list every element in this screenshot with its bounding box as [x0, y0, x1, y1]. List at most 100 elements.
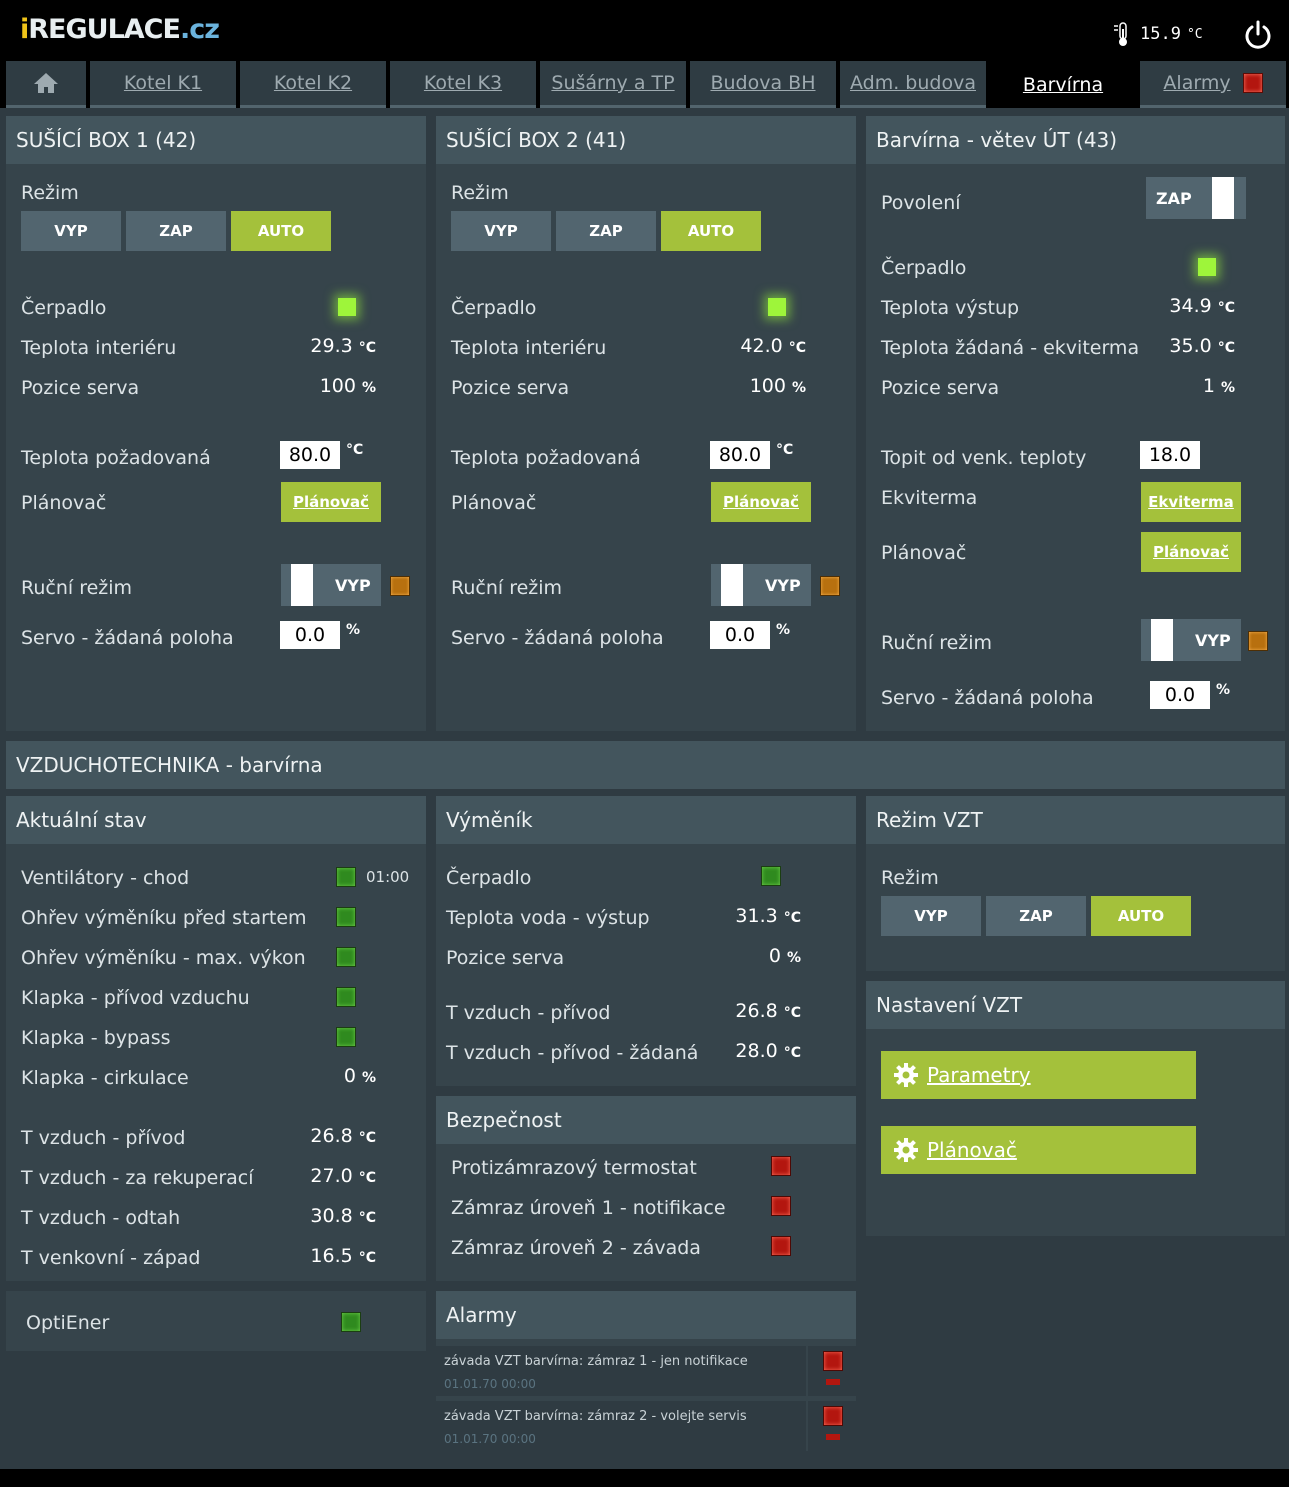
heat-from-label: Topit od venk. teploty: [881, 447, 1087, 469]
alarm-led: [823, 1351, 843, 1371]
panel-exchanger: Výměník Čerpadlo Teplota voda - výstup 3…: [436, 796, 856, 1086]
toggle-knob: [291, 564, 313, 606]
temp-interior-value: 42.0 °C: [740, 335, 806, 357]
temp-required-input[interactable]: 80.0: [280, 441, 340, 469]
antifreeze-label: Protizámrazový termostat: [451, 1157, 697, 1179]
toggle-knob: [1151, 619, 1173, 661]
mode-zap-button[interactable]: ZAP: [556, 211, 656, 251]
mode-zap-button[interactable]: ZAP: [986, 896, 1086, 936]
tab-budova-bh[interactable]: Budova BH: [690, 61, 836, 108]
panel-alarms: Alarmy závada VZT barvírna: zámraz 1 - j…: [436, 1291, 856, 1451]
mode-zap-button[interactable]: ZAP: [126, 211, 226, 251]
servo-setpoint-label: Servo - žádaná poloha: [21, 627, 234, 649]
preheat-label: Ohřev výměníku před startem: [21, 907, 307, 929]
manual-mode-toggle[interactable]: VYP: [711, 564, 811, 606]
panel-box2: SUŠÍCÍ BOX 2 (41) Režim VYP ZAP AUTO Čer…: [436, 116, 856, 731]
alarm-item[interactable]: závada VZT barvírna: zámraz 1 - jen noti…: [436, 1346, 806, 1396]
tab-adm-budova[interactable]: Adm. budova: [840, 61, 986, 108]
tab-home[interactable]: [6, 61, 86, 108]
fans-runtime: 01:00: [366, 868, 410, 886]
temp-required-input[interactable]: 80.0: [710, 441, 770, 469]
tab-barvirna[interactable]: Barvírna: [990, 61, 1136, 108]
alarm-message: závada VZT barvírna: zámraz 1 - jen noti…: [444, 1354, 748, 1369]
tab-susarny[interactable]: Sušárny a TP: [540, 61, 686, 108]
damper-bypass-led: [336, 1027, 356, 1047]
planner-button[interactable]: Plánovač: [1141, 532, 1241, 572]
outdoor-temp-unit: °C: [1186, 26, 1203, 42]
panel-vzt-settings: Nastavení VZT Parametry: [866, 981, 1285, 1236]
servo-setpoint-input[interactable]: 0.0: [280, 621, 340, 649]
freeze-level1-led: [771, 1196, 791, 1216]
servo-setpoint-input[interactable]: 0.0: [1150, 681, 1210, 709]
servo-pos-value: 1%: [1202, 375, 1235, 397]
tab-alarmy[interactable]: Alarmy: [1140, 61, 1286, 108]
mode-label: Režim: [451, 182, 509, 204]
servo-pos-value: 100%: [319, 375, 376, 397]
pump-label: Čerpadlo: [451, 297, 537, 319]
enable-toggle[interactable]: ZAP: [1146, 177, 1246, 219]
mode-auto-button[interactable]: AUTO: [231, 211, 331, 251]
servo-setpoint-unit: %: [776, 622, 791, 638]
toggle-state: VYP: [1195, 630, 1231, 650]
parameters-button[interactable]: Parametry: [881, 1051, 1196, 1099]
manual-mode-label: Ruční režim: [21, 577, 133, 599]
toggle-knob: [721, 564, 743, 606]
mode-label: Režim: [881, 867, 939, 889]
servo-setpoint-unit: %: [1216, 682, 1231, 698]
planner-button[interactable]: Plánovač: [281, 482, 381, 522]
t-supply-label: T vzduch - přívod: [446, 1002, 611, 1024]
mode-vyp-button[interactable]: VYP: [881, 896, 981, 936]
planner-button[interactable]: Plánovač: [711, 482, 811, 522]
damper-supply-label: Klapka - přívod vzduchu: [21, 987, 250, 1009]
t-supply-value: 26.8 °C: [310, 1125, 376, 1147]
toggle-state: VYP: [765, 575, 801, 595]
tab-kotel-k1[interactable]: Kotel K1: [90, 61, 236, 108]
panel-title: Bezpečnost: [436, 1096, 856, 1144]
ekviterma-button[interactable]: Ekviterma: [1141, 482, 1241, 522]
panel-title: Aktuální stav: [6, 796, 426, 844]
tab-kotel-k2[interactable]: Kotel K2: [240, 61, 386, 108]
alarm-time: 01.01.70 00:00: [444, 1377, 536, 1391]
parameters-button-label: Parametry: [927, 1063, 1031, 1087]
temp-output-label: Teplota výstup: [881, 297, 1020, 319]
servo-setpoint-input[interactable]: 0.0: [710, 621, 770, 649]
home-icon: [34, 73, 58, 93]
tab-kotel-k3[interactable]: Kotel K3: [390, 61, 536, 108]
enable-label: Povolení: [881, 192, 961, 214]
pump-status-led: [338, 298, 356, 316]
mode-vyp-button[interactable]: VYP: [21, 211, 121, 251]
preheat-led: [336, 907, 356, 927]
t-exhaust-value: 30.8 °C: [310, 1205, 376, 1227]
alarm-ack-indicator: [826, 1379, 840, 1385]
manual-mode-toggle[interactable]: VYP: [281, 564, 381, 606]
heat-from-input[interactable]: 18.0: [1140, 441, 1200, 469]
planner-button[interactable]: Plánovač: [881, 1126, 1196, 1174]
vzt-section-header: VZDUCHOTECHNIKA - barvírna: [6, 741, 1285, 789]
fans-label: Ventilátory - chod: [21, 867, 190, 889]
optiener-led: [341, 1312, 361, 1332]
t-outdoor-value: 16.5 °C: [310, 1245, 376, 1267]
toggle-state: ZAP: [1156, 188, 1192, 208]
panel-title: Nastavení VZT: [866, 981, 1285, 1029]
power-icon[interactable]: [1242, 19, 1274, 51]
pump-led: [761, 866, 781, 886]
mode-auto-button[interactable]: AUTO: [1091, 896, 1191, 936]
freeze-level2-led: [771, 1236, 791, 1256]
panel-safety: Bezpečnost Protizámrazový termostat Zámr…: [436, 1096, 856, 1281]
outdoor-temp-display: 15.9 °C: [1112, 20, 1203, 48]
pump-status-led: [768, 298, 786, 316]
mode-vyp-button[interactable]: VYP: [451, 211, 551, 251]
temp-required-value: 35.0 °C: [1169, 335, 1235, 357]
temp-interior-label: Teplota interiéru: [451, 337, 607, 359]
manual-mode-toggle[interactable]: VYP: [1141, 619, 1241, 661]
maxheat-led: [336, 947, 356, 967]
manual-mode-led: [820, 576, 840, 596]
servo-pos-label: Pozice serva: [451, 377, 570, 399]
tab-alarmy-label: Alarmy: [1163, 72, 1231, 94]
servo-pos-value: 100%: [749, 375, 806, 397]
damper-circulation-value: 0%: [343, 1065, 376, 1087]
mode-auto-button[interactable]: AUTO: [661, 211, 761, 251]
alarm-item[interactable]: závada VZT barvírna: zámraz 2 - volejte …: [436, 1401, 806, 1451]
temp-required-label: Teplota požadovaná: [451, 447, 641, 469]
planner-label: Plánovač: [881, 542, 967, 564]
